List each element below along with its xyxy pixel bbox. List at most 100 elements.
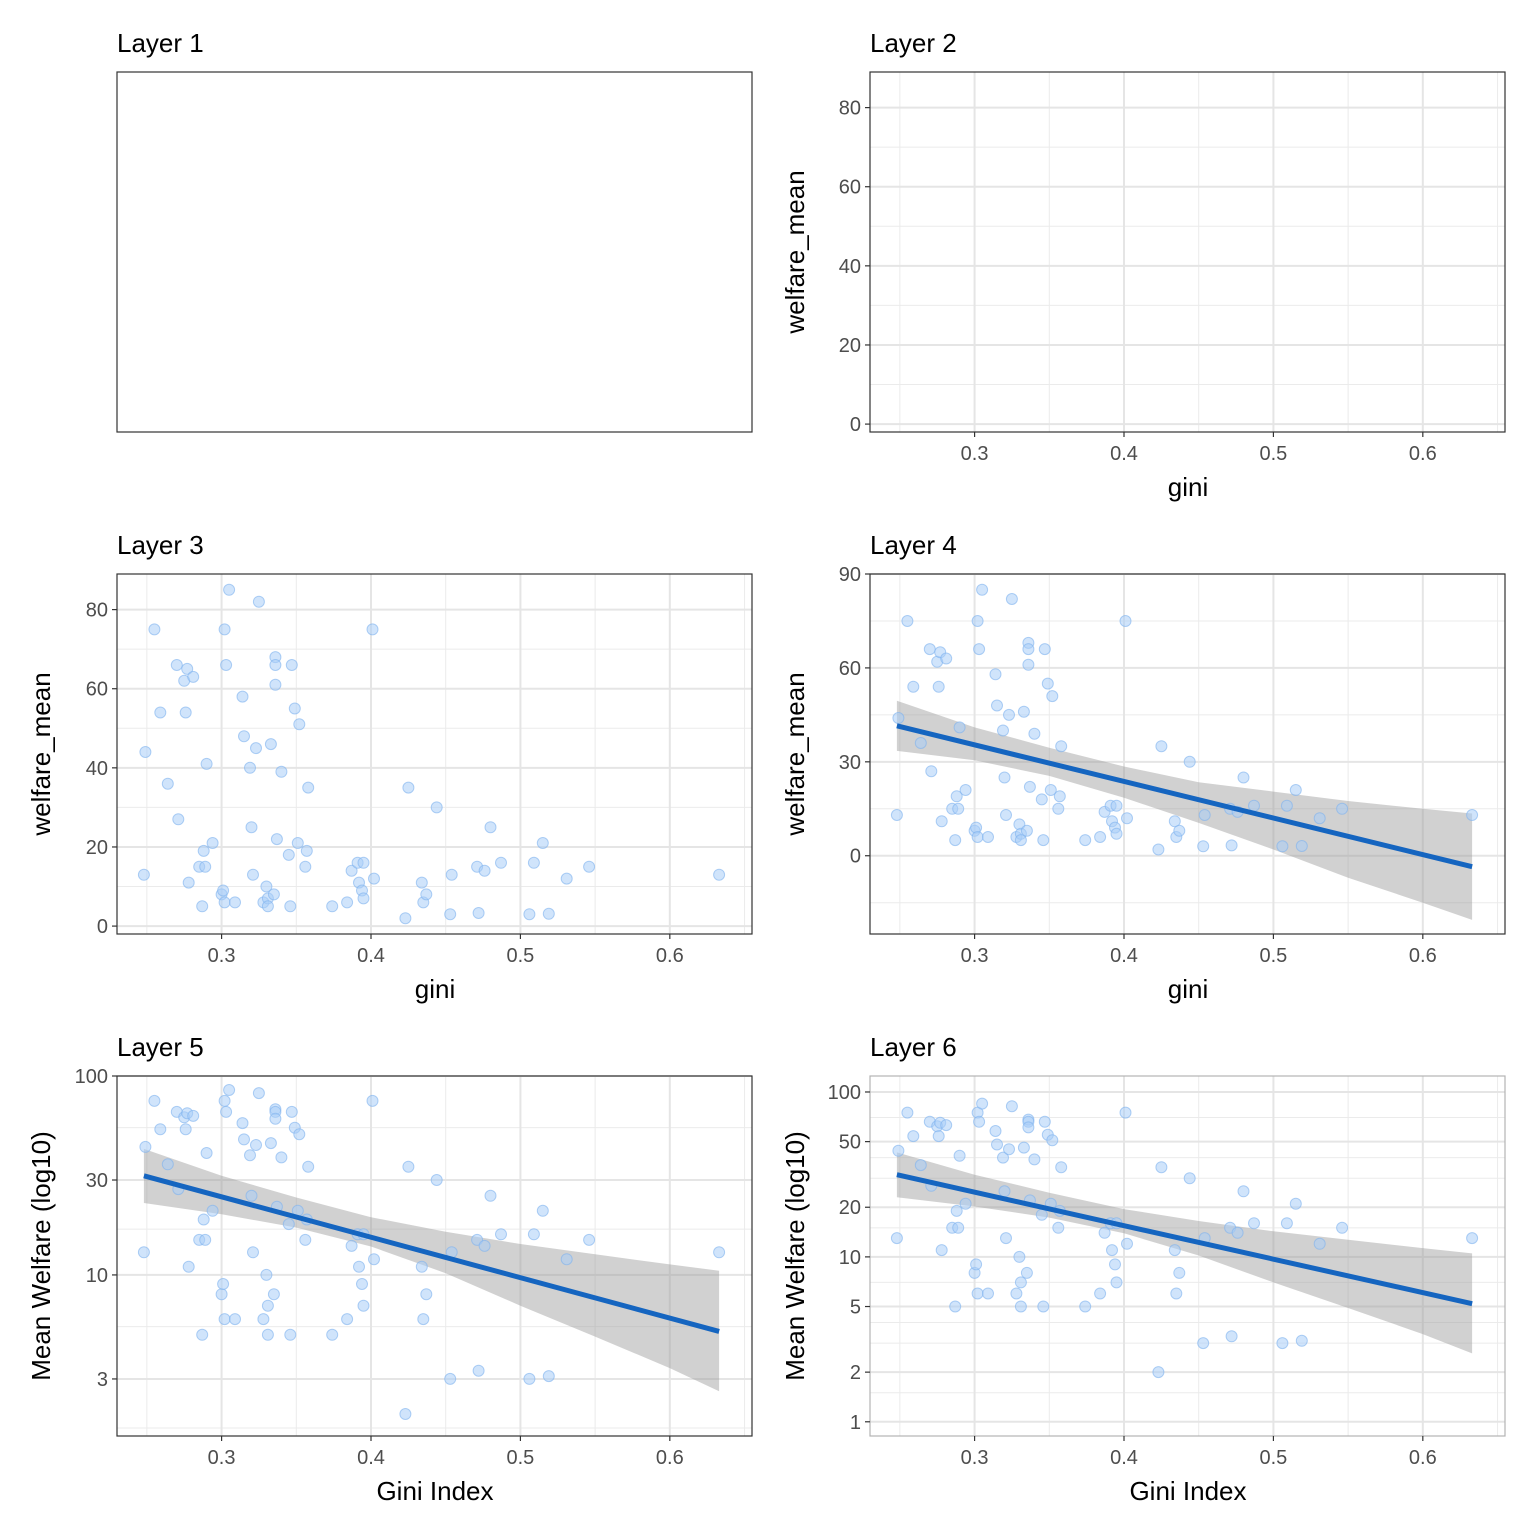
data-point xyxy=(399,912,412,925)
data-point xyxy=(713,868,726,881)
data-point xyxy=(953,721,966,734)
data-point xyxy=(1168,1244,1181,1257)
data-point xyxy=(445,868,458,881)
data-point xyxy=(952,802,965,815)
x-axis-label: gini xyxy=(1168,974,1208,1004)
data-point xyxy=(991,1138,1003,1151)
data-point xyxy=(293,1128,306,1141)
data-point xyxy=(1183,755,1196,768)
data-point xyxy=(907,680,920,693)
y-tick-label: 90 xyxy=(839,564,861,586)
data-point xyxy=(1020,1266,1033,1279)
data-point xyxy=(217,884,230,897)
x-tick-label: 0.3 xyxy=(208,945,236,967)
data-point xyxy=(326,1328,339,1341)
data-point xyxy=(1005,593,1018,605)
panel-layer-2: Layer 2 0.3 0.4 0.5 0.6 0 20 40 60 80 gini welfa… xyxy=(780,28,1506,502)
data-point xyxy=(991,699,1003,712)
data-point xyxy=(179,1123,192,1136)
x-tick-label: 0.6 xyxy=(656,1447,684,1469)
data-point xyxy=(1152,843,1165,856)
panel-title: Layer 5 xyxy=(117,1032,204,1062)
data-point xyxy=(154,1123,167,1136)
data-point xyxy=(1055,1161,1068,1174)
data-point xyxy=(161,777,174,790)
y-tick-label: 10 xyxy=(839,1247,861,1269)
y-tick-label: 40 xyxy=(839,256,861,278)
data-point xyxy=(1013,1250,1026,1263)
data-point xyxy=(402,781,415,794)
data-point xyxy=(187,670,200,683)
data-point xyxy=(291,837,304,849)
data-point xyxy=(206,837,219,849)
data-point xyxy=(269,1112,282,1125)
data-point xyxy=(257,1313,270,1326)
x-axis-label: Gini Index xyxy=(376,1476,493,1506)
y-tick-label: 0 xyxy=(97,916,108,938)
data-point xyxy=(1000,1232,1012,1245)
x-tick-label: 0.4 xyxy=(1110,1447,1138,1469)
data-point xyxy=(1225,1330,1238,1343)
y-tick-label: 50 xyxy=(839,1132,861,1154)
data-point xyxy=(536,837,549,849)
data-point xyxy=(1173,1266,1186,1279)
data-point xyxy=(1248,1217,1260,1230)
data-point xyxy=(949,834,962,847)
data-point xyxy=(399,1408,412,1420)
data-point xyxy=(197,1213,210,1226)
data-point xyxy=(998,1185,1011,1198)
x-tick-label: 0.4 xyxy=(357,1447,385,1469)
data-point xyxy=(218,623,231,636)
y-axis-label: Mean Welfare (log10) xyxy=(26,1131,56,1381)
data-point xyxy=(1280,799,1293,812)
data-point xyxy=(1248,799,1260,812)
data-point xyxy=(959,1197,972,1210)
panel-layer-6: Layer 6 0.3 0.4 0.5 0.6 1 2 5 10 20 50 100 Gini In… xyxy=(780,1032,1506,1506)
x-tick-label: 0.6 xyxy=(1409,1447,1437,1469)
y-axis-label: welfare_mean xyxy=(26,672,56,836)
data-point xyxy=(1197,1337,1210,1350)
data-point xyxy=(971,615,984,627)
data-point xyxy=(1289,1197,1302,1210)
regression-line xyxy=(896,1172,1473,1307)
data-point xyxy=(170,659,183,671)
data-point xyxy=(901,615,914,627)
data-point xyxy=(161,1158,174,1171)
data-point xyxy=(415,1260,428,1273)
data-point xyxy=(1044,784,1057,796)
data-point xyxy=(154,706,167,719)
data-point xyxy=(366,1094,379,1107)
data-point xyxy=(1022,658,1035,671)
data-point xyxy=(139,1140,152,1153)
data-point xyxy=(244,1149,256,1162)
data-point xyxy=(269,678,282,691)
data-point xyxy=(914,737,927,749)
data-point xyxy=(236,690,249,703)
panel-border xyxy=(116,573,753,935)
data-point xyxy=(356,1278,368,1290)
data-point xyxy=(560,1253,573,1266)
x-tick-label: 0.4 xyxy=(357,945,385,967)
data-point xyxy=(892,712,905,724)
data-point xyxy=(935,815,948,828)
data-point xyxy=(1038,1115,1051,1128)
data-point xyxy=(1110,799,1123,812)
y-axis-label: welfare_mean xyxy=(780,170,810,334)
data-point xyxy=(1000,809,1012,821)
data-point xyxy=(137,868,150,881)
data-point xyxy=(197,844,210,857)
y-tick-label: 2 xyxy=(850,1362,861,1384)
data-point xyxy=(523,908,536,921)
data-point xyxy=(341,896,354,909)
data-point xyxy=(1109,1258,1121,1271)
data-point xyxy=(542,1370,555,1383)
data-point xyxy=(1295,840,1308,852)
data-point xyxy=(1152,1366,1165,1379)
y-axis-label: welfare_mean xyxy=(780,672,810,836)
data-point xyxy=(1014,834,1027,847)
data-point xyxy=(527,1228,540,1241)
data-point xyxy=(1052,1221,1065,1234)
data-point xyxy=(220,1105,233,1118)
data-point xyxy=(914,1159,927,1172)
